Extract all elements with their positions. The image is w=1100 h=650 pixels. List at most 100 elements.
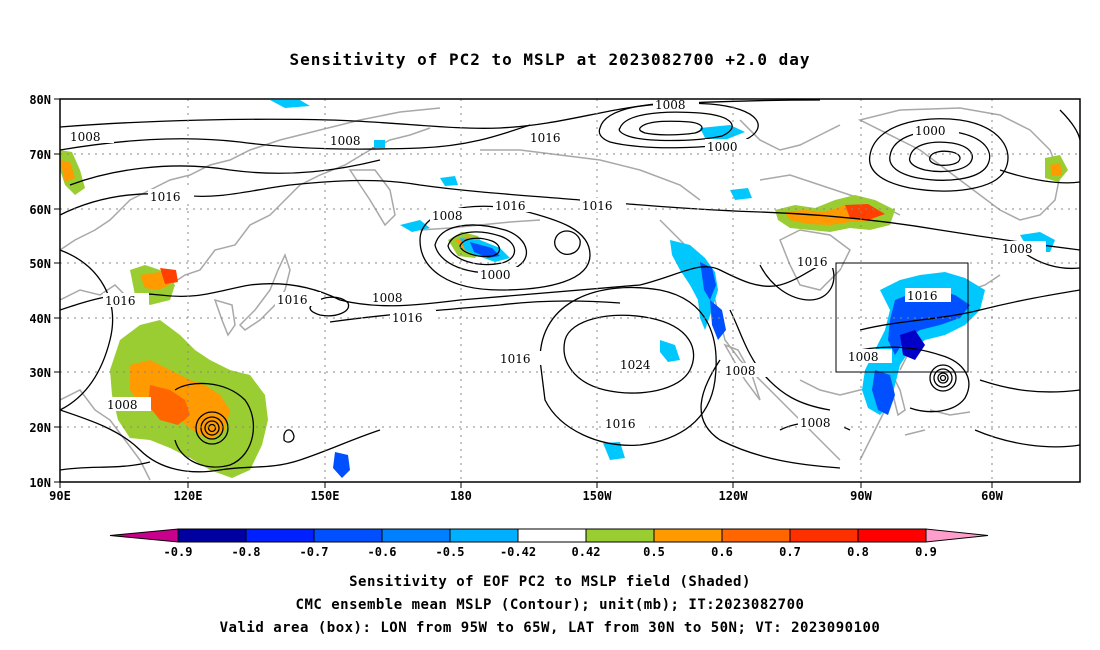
contour-label: 1024 <box>618 357 664 372</box>
svg-text:1008: 1008 <box>848 350 879 364</box>
contour-label: 1008 <box>723 363 769 378</box>
colorbar-label: 0.9 <box>915 545 937 559</box>
contour-label: 1016 <box>103 293 149 308</box>
lat-tick-label: 20N <box>29 421 51 435</box>
contour-label: 1008 <box>68 129 114 144</box>
caption-line-3: Valid area (box): LON from 95W to 65W, L… <box>219 620 881 636</box>
svg-text:1008: 1008 <box>372 291 403 305</box>
contour-label: 1008 <box>846 349 892 364</box>
contour-label: 1016 <box>603 416 649 431</box>
colorbar-label: -0.42 <box>500 545 536 559</box>
svg-text:1016: 1016 <box>500 352 531 366</box>
colorbar-label: -0.8 <box>232 545 261 559</box>
contour-label-layer: 1008 1008 1016 1008 1016 1016 1016 1008 … <box>68 98 1046 431</box>
colorbar-label: -0.9 <box>164 545 193 559</box>
map-border <box>59 98 1081 483</box>
svg-text:1000: 1000 <box>480 268 511 282</box>
lon-tick-label: 90W <box>850 489 872 503</box>
contour-label: 1016 <box>528 130 574 145</box>
tick-marks <box>54 98 993 488</box>
contour-label: 1016 <box>390 310 436 325</box>
contour-label: 1000 <box>478 267 524 282</box>
svg-text:1016: 1016 <box>495 199 526 213</box>
lon-tick-label: 120W <box>719 489 749 503</box>
lat-tick-label: 10N <box>29 476 51 490</box>
svg-text:1016: 1016 <box>105 294 136 308</box>
colorbar-segment <box>177 528 247 543</box>
caption-line-2: CMC ensemble mean MSLP (Contour); unit(m… <box>295 597 805 613</box>
page-title: Sensitivity of PC2 to MSLP at 2023082700… <box>289 50 811 69</box>
colorbar-label: -0.7 <box>300 545 329 559</box>
lat-tick-label: 60N <box>29 203 51 217</box>
contour-label: 1016 <box>148 189 194 204</box>
lat-tick-label: 40N <box>29 312 51 326</box>
colorbar-label: -0.6 <box>368 545 397 559</box>
colorbar-segment <box>857 528 927 543</box>
contour-label: 1016 <box>498 351 544 366</box>
svg-text:1016: 1016 <box>392 311 423 325</box>
colorbar-segment <box>245 528 315 543</box>
contour-label: 1008 <box>653 98 699 112</box>
contour-label: 1016 <box>795 254 841 269</box>
colorbar-segment <box>653 528 723 543</box>
contour-label: 1008 <box>430 208 476 223</box>
contour-label-layer-2: 1016 1008 <box>846 288 951 364</box>
svg-text:1008: 1008 <box>800 416 831 430</box>
lat-tick-label: 30N <box>29 366 51 380</box>
lon-tick-label: 120E <box>174 489 203 503</box>
svg-text:1008: 1008 <box>725 364 756 378</box>
colorbar-end-high <box>925 528 989 543</box>
contour-label: 1008 <box>328 133 374 148</box>
contour-label: 1000 <box>705 139 751 154</box>
lon-tick-label: 90E <box>49 489 71 503</box>
lon-tick-label: 150E <box>311 489 340 503</box>
colorbar-end-low <box>109 528 179 543</box>
lon-tick-label: 60W <box>981 489 1003 503</box>
contour-label: 1016 <box>493 198 539 213</box>
contour-label: 1000 <box>913 123 959 138</box>
colorbar-label: 0.8 <box>847 545 869 559</box>
lat-tick-label: 80N <box>29 93 51 107</box>
colorbar-segment <box>721 528 791 543</box>
lon-tick-labels: 90E 120E 150E 180 150W 120W 90W 60W <box>49 489 1003 503</box>
colorbar-segment <box>381 528 451 543</box>
svg-text:1008: 1008 <box>330 134 361 148</box>
colorbar-label: -0.5 <box>436 545 465 559</box>
lat-tick-label: 50N <box>29 257 51 271</box>
contour-label: 1016 <box>275 292 321 307</box>
contour-label: 1008 <box>798 415 844 430</box>
svg-text:1000: 1000 <box>707 140 738 154</box>
colorbar-segment <box>585 528 655 543</box>
colorbar: -0.9 -0.8 -0.7 -0.6 -0.5 -0.42 0.42 0.5 0.6 0.7 0.… <box>109 528 989 559</box>
svg-text:1016: 1016 <box>277 293 308 307</box>
svg-text:1008: 1008 <box>655 98 686 112</box>
colorbar-label: 0.6 <box>711 545 733 559</box>
caption-line-1: Sensitivity of EOF PC2 to MSLP field (Sh… <box>349 574 751 590</box>
svg-text:1024: 1024 <box>620 358 651 372</box>
lat-tick-label: 70N <box>29 148 51 162</box>
colorbar-segment <box>449 528 519 543</box>
svg-text:1016: 1016 <box>797 255 828 269</box>
colorbar-label: 0.42 <box>572 545 601 559</box>
svg-text:1016: 1016 <box>150 190 181 204</box>
gridlines <box>60 99 1080 482</box>
colorbar-label: 0.5 <box>643 545 665 559</box>
valid-area-box <box>835 262 969 373</box>
colorbar-label: 0.7 <box>779 545 801 559</box>
contour-label: 1008 <box>370 290 416 305</box>
mslp-contours <box>60 99 1080 473</box>
colorbar-segment <box>313 528 383 543</box>
svg-text:1008: 1008 <box>1002 242 1033 256</box>
svg-text:1016: 1016 <box>530 131 561 145</box>
contour-label: 1008 <box>105 397 151 412</box>
lon-tick-label: 180 <box>450 489 472 503</box>
svg-text:1016: 1016 <box>907 289 938 303</box>
colorbar-segment <box>789 528 859 543</box>
colorbar-segment <box>517 528 587 543</box>
svg-text:1016: 1016 <box>605 417 636 431</box>
contour-label: 1016 <box>905 288 951 303</box>
lat-tick-labels: 80N 70N 60N 50N 40N 30N 20N 10N <box>29 93 51 490</box>
contour-label: 1008 <box>1000 241 1046 256</box>
svg-text:1008: 1008 <box>107 398 138 412</box>
